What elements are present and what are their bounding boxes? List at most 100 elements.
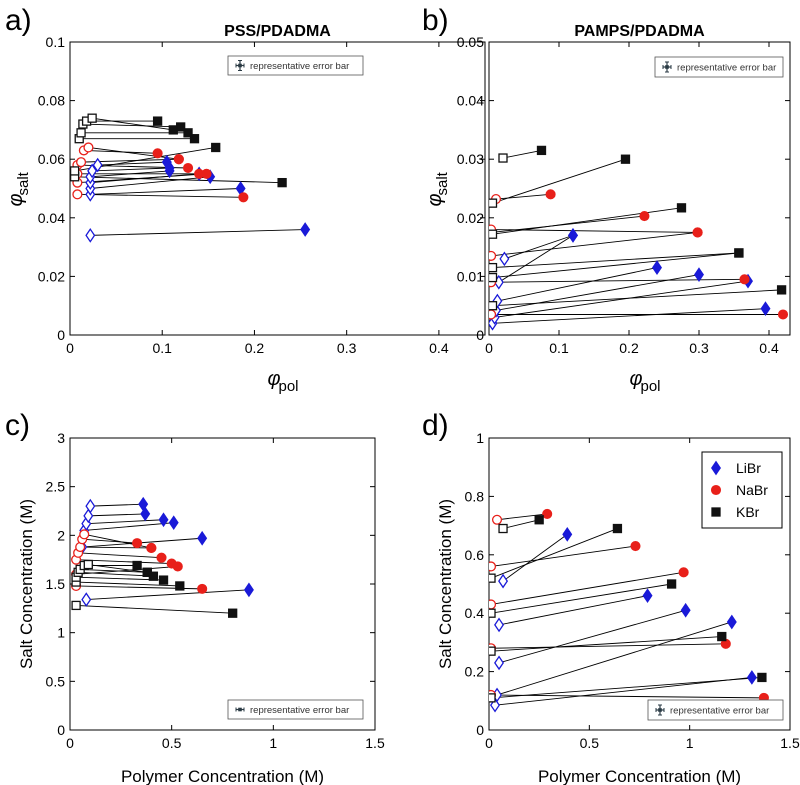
- tie-line: [78, 571, 154, 577]
- marker-libr-filled: [642, 588, 653, 604]
- y-tick-label: 0.06: [38, 151, 65, 167]
- error-bar-frame: [227, 55, 364, 76]
- marker-nabr-open: [79, 529, 90, 540]
- marker-kbr-open: [489, 693, 496, 703]
- x-axis-label-subscript: pol: [641, 378, 661, 395]
- tie-line: [82, 537, 203, 548]
- marker-libr-filled: [168, 515, 179, 531]
- marker-nabr-open: [489, 250, 497, 261]
- tie-line: [97, 161, 167, 166]
- y-tick-label: 0.8: [465, 488, 485, 504]
- error-bar-frame: [654, 56, 784, 78]
- tie-line: [88, 513, 146, 517]
- x-axis-label-subscript: pol: [279, 378, 299, 395]
- tie-line: [88, 564, 148, 573]
- data-layer: [489, 145, 789, 331]
- tie-line: [492, 158, 626, 204]
- y-tick-label: 0.02: [457, 210, 484, 226]
- marker-nabr-filled: [182, 162, 194, 174]
- tie-line: [494, 676, 752, 706]
- y-tick-label: 2.5: [46, 479, 66, 495]
- marker-libr-filled: [138, 496, 149, 512]
- marker-nabr-open: [491, 514, 503, 525]
- error-bar-marker: [238, 707, 242, 712]
- marker-libr-filled: [197, 530, 208, 546]
- marker-nabr-filled: [639, 210, 650, 222]
- x-tick-label: 0.4: [759, 340, 779, 356]
- tie-line: [86, 589, 249, 601]
- y-axis-label-subscript: salt: [434, 171, 451, 195]
- marker-kbr-filled: [168, 125, 178, 135]
- x-tick-label: 1: [686, 735, 694, 751]
- data-layer: [489, 508, 769, 713]
- y-tick-label: 0.01: [457, 268, 484, 284]
- tie-line: [498, 234, 574, 283]
- tie-line: [498, 595, 648, 626]
- marker-kbr-filled: [142, 567, 152, 577]
- marker-nabr-filled: [545, 189, 556, 200]
- tie-line: [80, 568, 148, 573]
- tie-line: [82, 538, 138, 544]
- error-bar-marker: [658, 708, 662, 712]
- marker-nabr-filled: [132, 538, 143, 549]
- marker-nabr-filled: [678, 567, 689, 578]
- x-tick-label: 0.3: [337, 340, 357, 356]
- error-bar-frame: [227, 699, 364, 720]
- tie-line: [88, 147, 179, 160]
- tie-line: [78, 552, 162, 559]
- x-tick-label: 1: [269, 735, 277, 751]
- x-tick-label: 0.5: [580, 735, 600, 751]
- y-tick-label: 0.5: [46, 673, 66, 689]
- x-axis-label: Polymer Concentration (M): [121, 767, 324, 785]
- marker-libr-filled: [568, 228, 578, 243]
- y-tick-label: 0.02: [38, 268, 65, 284]
- tie-line: [491, 694, 764, 699]
- marker-nabr-open: [72, 189, 83, 200]
- marker-nabr-open: [489, 309, 497, 320]
- marker-kbr-filled: [676, 203, 687, 213]
- x-tick-label: 1.5: [365, 735, 385, 751]
- tie-line: [92, 117, 174, 131]
- panel-a: a) PSS/PDADMA 0 0.1 0.2 0.3 0.4 0 0.02 0.04 0.06 0.…: [5, 4, 486, 395]
- tie-line: [497, 267, 658, 302]
- x-tick-label: 0.2: [619, 340, 639, 356]
- x-tick-label: 0.4: [429, 340, 449, 356]
- y-tick-label: 1.5: [46, 576, 66, 592]
- marker-nabr-filled: [739, 274, 750, 285]
- tie-line: [504, 234, 574, 260]
- panel-c: c) 0 0.5 1 1.5 0 0.5 1 1.5 2 2.5 3 Polymer Concentra…: [5, 409, 385, 785]
- y-tick-label: 1: [57, 625, 65, 641]
- tie-line: [490, 583, 672, 614]
- tie-line: [82, 123, 181, 128]
- marker-nabr-filled: [238, 192, 249, 203]
- marker-kbr-filled: [132, 560, 142, 571]
- y-axis-label-group: Salt Concentration (M): [436, 499, 455, 669]
- tie-line: [498, 609, 686, 664]
- plot-frame: [69, 41, 486, 336]
- y-tick-label: 0.6: [465, 547, 485, 563]
- x-tick-label: 0.3: [689, 340, 709, 356]
- marker-libr-filled: [158, 512, 169, 528]
- y-tick-label: 0.1: [46, 34, 66, 50]
- marker-kbr-filled: [152, 116, 163, 126]
- tie-line: [76, 581, 180, 587]
- marker-kbr-open: [489, 272, 498, 283]
- tie-line: [77, 193, 244, 198]
- marker-nabr-filled: [197, 583, 208, 594]
- marker-kbr-filled: [158, 575, 169, 585]
- marker-nabr-filled: [692, 227, 703, 238]
- marker-libr-filled: [243, 582, 254, 598]
- error-bar-label: representative error bar: [677, 63, 776, 74]
- tie-line: [502, 533, 568, 582]
- y-tick-label: 0.08: [38, 93, 65, 109]
- marker-kbr-open: [489, 229, 498, 239]
- plot-frame: [488, 437, 791, 731]
- marker-kbr-open: [489, 646, 496, 656]
- marker-kbr-filled: [536, 145, 547, 156]
- marker-libr-filled: [652, 260, 662, 275]
- marker-kbr-filled: [277, 177, 287, 188]
- tie-line: [492, 308, 766, 324]
- marker-kbr-open: [489, 573, 496, 583]
- marker-kbr-open: [498, 523, 508, 534]
- plot-frame: [69, 437, 376, 731]
